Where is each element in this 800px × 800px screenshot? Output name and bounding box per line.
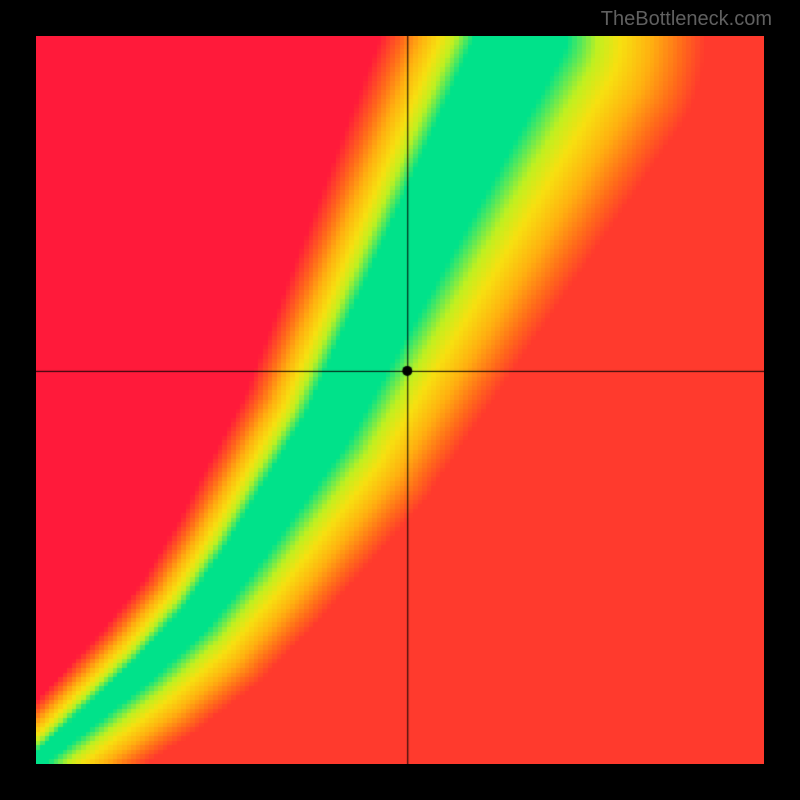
- heatmap-plot-area: [36, 36, 764, 764]
- heatmap-canvas: [36, 36, 764, 764]
- watermark-text: TheBottleneck.com: [601, 8, 772, 31]
